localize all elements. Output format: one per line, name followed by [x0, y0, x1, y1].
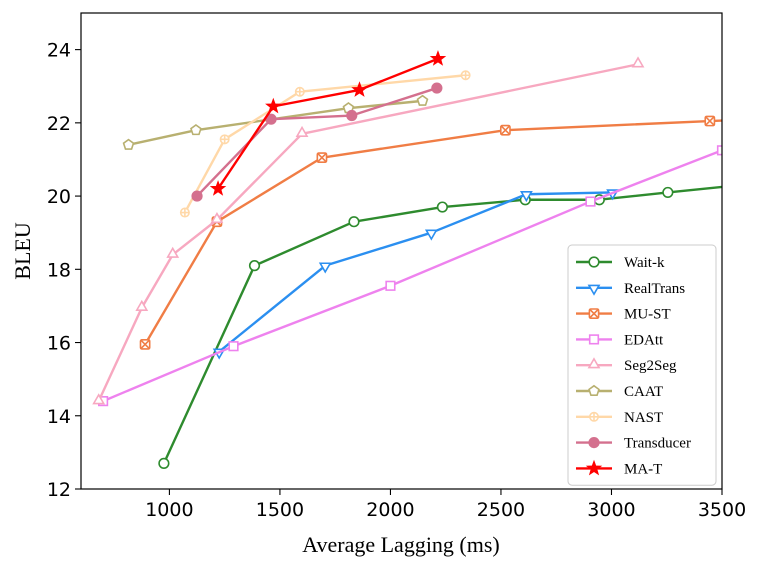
- x-tick-label: 1000: [145, 499, 193, 521]
- x-tick-label: 3000: [587, 499, 635, 521]
- data-point-transducer: [431, 82, 443, 94]
- series-line-nast: [183, 74, 466, 214]
- legend-label-realtrans: RealTrans: [624, 281, 685, 297]
- data-point-ma-t: [429, 50, 447, 66]
- x-tick-label: 2000: [366, 499, 414, 521]
- series-transducer: [191, 82, 443, 202]
- series-seg2seg: [92, 56, 645, 405]
- legend-marker-mu-st: [588, 308, 600, 319]
- legend-marker-seg2seg: [587, 357, 601, 369]
- legend-marker-ma-t: [585, 459, 603, 476]
- legend-entry-wait-k: Wait-k: [576, 255, 665, 271]
- series-line-seg2seg: [97, 63, 639, 402]
- y-tick-label: 18: [47, 259, 71, 281]
- data-point-nast: [294, 86, 305, 97]
- data-point-edatt: [228, 341, 239, 352]
- data-point-wait-k: [436, 201, 448, 213]
- data-point-transducer: [265, 113, 277, 125]
- series-line-transducer: [196, 86, 438, 197]
- data-point-seg2seg: [166, 246, 180, 258]
- legend-entry-nast: NAST: [576, 410, 663, 426]
- data-point-caat: [416, 94, 429, 106]
- legend-label-caat: CAAT: [624, 384, 663, 400]
- data-point-caat: [122, 138, 135, 150]
- y-tick-label: 16: [47, 333, 71, 355]
- legend-label-seg2seg: Seg2Seg: [624, 358, 677, 374]
- data-point-transducer: [191, 190, 203, 202]
- legend-entry-caat: CAAT: [576, 384, 663, 400]
- legend-marker-nast: [588, 411, 599, 422]
- legend-label-edatt: EDAtt: [624, 332, 664, 348]
- data-point-wait-k: [348, 216, 360, 228]
- legend-box: [567, 244, 717, 486]
- legend-label-nast: NAST: [624, 410, 663, 426]
- y-tick-label: 24: [47, 40, 71, 62]
- data-point-ma-t: [209, 180, 227, 196]
- data-point-nast: [179, 207, 190, 218]
- y-axis-label: BLEU: [10, 222, 35, 280]
- x-tick-label: 1500: [256, 499, 304, 521]
- data-point-realtrans: [519, 191, 533, 203]
- legend: Wait-k RealTrans MU-ST EDAtt Seg2Seg CAAT NAST…: [567, 244, 717, 486]
- data-point-mu-st: [139, 338, 151, 350]
- data-point-realtrans: [424, 229, 438, 241]
- legend-entry-ma-t: MA-T: [576, 459, 662, 477]
- data-point-edatt: [716, 145, 722, 156]
- legend-entry-realtrans: RealTrans: [576, 281, 685, 297]
- y-tick-label: 12: [47, 479, 71, 501]
- data-point-edatt: [585, 196, 596, 207]
- data-point-wait-k: [158, 457, 170, 469]
- data-point-seg2seg: [210, 211, 224, 224]
- data-point-seg2seg: [295, 125, 309, 138]
- data-point-caat: [190, 123, 202, 136]
- legend-entry-transducer: Transducer: [576, 436, 691, 452]
- x-axis-label: Average Lagging (ms): [302, 532, 500, 557]
- data-point-edatt: [385, 280, 396, 291]
- data-point-nast: [219, 134, 230, 145]
- plot-frame: [80, 12, 723, 490]
- legend-entry-seg2seg: Seg2Seg: [576, 357, 677, 374]
- data-point-realtrans: [318, 262, 332, 274]
- y-tick-label: 20: [47, 186, 71, 208]
- data-point-ma-t: [265, 97, 282, 114]
- data-point-mu-st: [735, 115, 744, 124]
- data-point-seg2seg: [92, 393, 106, 405]
- series-ma-t: [209, 50, 447, 196]
- x-tick-label: 3500: [698, 499, 746, 521]
- data-point-mu-st: [704, 115, 716, 127]
- y-tick-label: 14: [47, 406, 71, 428]
- legend-label-wait-k: Wait-k: [624, 255, 665, 271]
- y-tick-label: 22: [47, 113, 71, 135]
- legend-marker-realtrans: [587, 284, 601, 296]
- data-point-wait-k: [735, 180, 745, 190]
- legend-entry-edatt: EDAtt: [576, 332, 664, 348]
- data-point-mu-st: [316, 152, 328, 164]
- legend-marker-caat: [588, 384, 600, 397]
- legend-label-mu-st: MU-ST: [624, 307, 671, 323]
- data-point-seg2seg: [135, 299, 149, 311]
- data-point-wait-k: [248, 260, 261, 272]
- series-realtrans: [212, 189, 619, 360]
- series-layer: [92, 50, 745, 469]
- data-point-ma-t: [351, 81, 368, 97]
- data-point-wait-k: [662, 186, 674, 199]
- legend-marker-edatt: [588, 334, 600, 345]
- y-axis-ticks: 12 14 16 18 20 22 24: [47, 40, 81, 501]
- legend-marker-transducer: [588, 437, 600, 449]
- legend-label-transducer: Transducer: [624, 436, 691, 452]
- x-axis-ticks: 1000 1500 2000 2500 3000 3500: [145, 489, 746, 521]
- legend-marker-wait-k: [588, 256, 600, 268]
- data-point-transducer: [346, 109, 358, 122]
- data-point-mu-st: [499, 124, 511, 136]
- data-point-seg2seg: [631, 56, 645, 68]
- series-nast: [179, 70, 471, 218]
- series-line-ma-t: [217, 57, 439, 190]
- legend-label-ma-t: MA-T: [624, 461, 662, 477]
- x-tick-label: 2500: [477, 499, 525, 521]
- data-point-nast: [460, 70, 471, 81]
- series-line-wait-k: [162, 185, 722, 464]
- legend-entry-mu-st: MU-ST: [576, 307, 671, 323]
